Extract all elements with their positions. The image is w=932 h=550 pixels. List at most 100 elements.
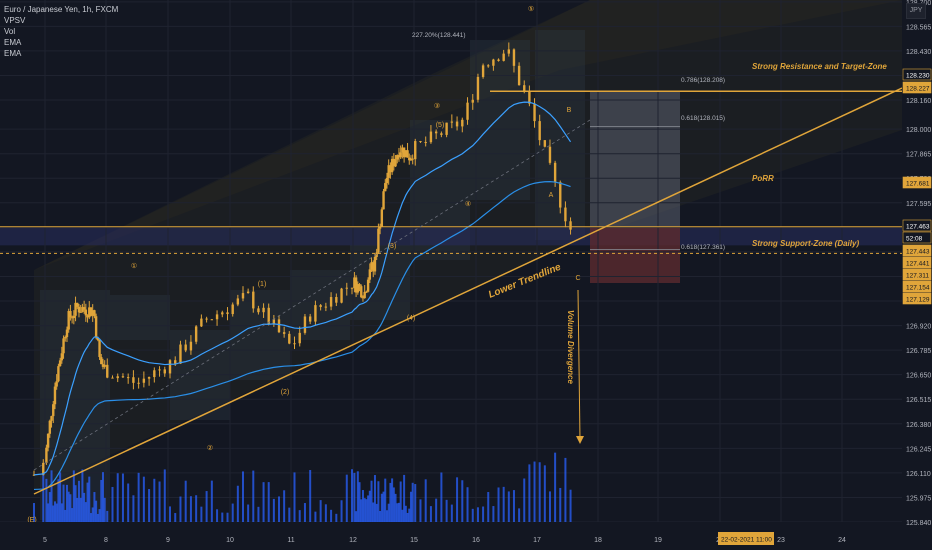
legend-indicator-ema-1[interactable]: EMA (4, 38, 22, 47)
candle-body (282, 332, 286, 334)
candle-body (434, 131, 438, 134)
volume-bar (391, 478, 394, 522)
volume-bar (236, 485, 239, 522)
volume-bar (435, 498, 438, 522)
volume-profile-block (290, 270, 350, 340)
price-tag: 127.311 (906, 273, 929, 280)
volume-bar (272, 498, 275, 522)
price-tag: 127.443 (906, 249, 930, 256)
volume-bar (450, 504, 453, 522)
candle-body (168, 360, 172, 374)
volume-bar (210, 480, 213, 522)
volume-bar (101, 472, 104, 522)
candle-body (345, 287, 348, 289)
volume-bar (231, 503, 234, 522)
lines-layer (0, 87, 903, 495)
candle-body (116, 376, 119, 379)
candle-body (60, 353, 64, 361)
support-label: Strong Support-Zone (Daily) (752, 239, 859, 248)
volume-bar (116, 473, 119, 522)
volume-bar (365, 499, 368, 522)
volume-bar (86, 482, 89, 522)
volume-profile-block (110, 295, 170, 340)
volume-bar (59, 472, 62, 522)
candle-body (48, 420, 52, 434)
volume-bar (226, 512, 229, 522)
candle-body (205, 318, 208, 320)
candle-body (528, 91, 531, 104)
volume-bar (71, 508, 74, 522)
wave-label: (1) (258, 281, 267, 288)
volume-bar (445, 499, 448, 522)
volume-bar (512, 490, 515, 522)
candle-body (252, 291, 255, 309)
volume-bar (487, 492, 490, 522)
grid-layer (0, 0, 902, 523)
candle-body (497, 59, 500, 61)
volume-bar (403, 474, 406, 522)
candle-body (84, 309, 88, 316)
wave-label: (5) (436, 122, 445, 129)
wave-label: (E) (27, 517, 36, 524)
legend-indicator-ema-2[interactable]: EMA (4, 49, 22, 58)
volume-bar (345, 474, 348, 522)
price-tag: 128.227 (906, 86, 930, 93)
candle-body (93, 310, 96, 317)
volume-bar (288, 507, 291, 522)
volume-bar (55, 503, 58, 522)
volume-bar (216, 509, 219, 522)
candle-body (94, 316, 98, 338)
candle-body (366, 279, 370, 292)
legend-indicator-vpsv[interactable]: VPSV (4, 16, 26, 25)
candle-body (377, 228, 380, 253)
volume-bar (137, 472, 140, 522)
volume-bar (103, 497, 106, 522)
candle-body (533, 103, 536, 122)
volume-bar (241, 471, 244, 522)
candle-body (215, 314, 219, 320)
candle-body (184, 344, 187, 351)
volume-bar (355, 511, 358, 522)
candle-body (358, 284, 361, 287)
volume-bar (538, 462, 541, 522)
price-tick-label: 125.975 (906, 495, 931, 502)
candle-body (158, 369, 161, 371)
candle-body (429, 131, 433, 143)
volume-bar (456, 477, 459, 522)
candle-body (132, 377, 135, 383)
fib-618-lower-label: 0.618(127.361) (681, 244, 725, 251)
candle-body (559, 182, 562, 208)
candle-body (226, 312, 229, 315)
volume-bar (367, 495, 370, 522)
candle-body (523, 85, 526, 92)
legend-indicator-vol[interactable]: Vol (4, 27, 16, 36)
volume-bar (221, 512, 224, 522)
candle-body (53, 386, 57, 405)
wave-label: B (567, 107, 572, 114)
wave-label: (3) (388, 243, 397, 250)
candle-body (67, 311, 70, 330)
volume-bar (247, 504, 250, 522)
price-tick-label: 126.380 (906, 422, 931, 429)
legend-symbol[interactable]: Euro / Japanese Yen, 1h, FXCM (4, 5, 119, 14)
candle-body (543, 140, 547, 147)
volume-bar (370, 480, 373, 522)
currency-badge[interactable]: JPY (906, 3, 926, 19)
volume-bar (57, 479, 60, 522)
candle-body (189, 341, 193, 351)
candle-body (360, 286, 363, 298)
volume-bar (414, 484, 417, 522)
volume-profile-block (350, 245, 410, 320)
volume-bar (408, 508, 411, 522)
stop-box (590, 226, 680, 284)
candle-body (365, 291, 368, 293)
volume-bar (523, 478, 526, 522)
candle-body (64, 337, 67, 339)
wave-label: C (575, 275, 580, 282)
candle-body (91, 310, 94, 316)
volume-bar (397, 502, 400, 522)
price-tick-label: 128.430 (906, 49, 931, 56)
candle-body (368, 269, 372, 280)
candle-body (361, 297, 365, 299)
